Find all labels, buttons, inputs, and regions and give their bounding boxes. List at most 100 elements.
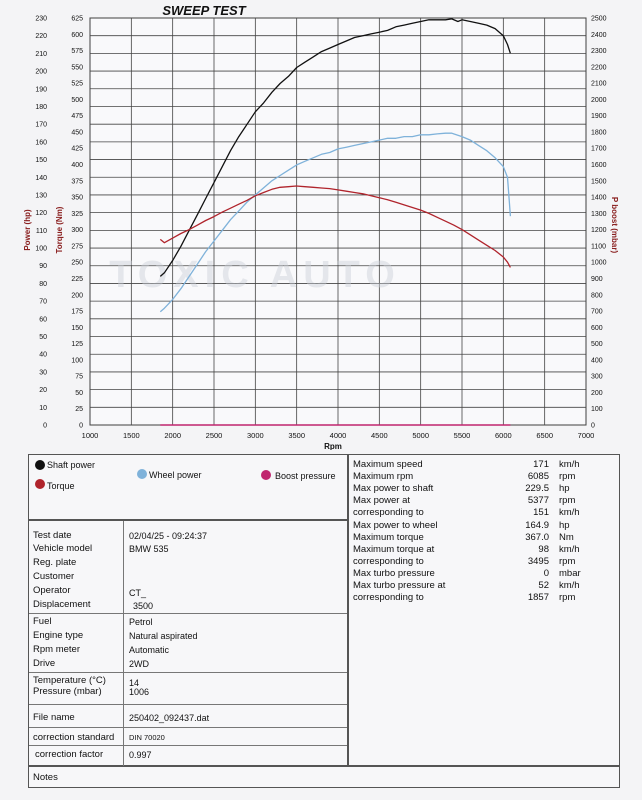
dyno-chart: 1000 1500 2000 2500 3000 3500 4000 4500 5000 5500… (23, 3, 619, 450)
summary-label: Maximum torque (353, 531, 424, 543)
correction-standard-value: DIN 70020 (129, 733, 165, 742)
vehicle-model-value: BMW 535 (129, 544, 169, 554)
shaft-power-legend-label: Shaft power (47, 460, 96, 470)
summary-label: Max turbo pressure at (353, 580, 446, 591)
summary-label: corresponding to (353, 507, 424, 519)
engine-type-label: Engine type (33, 630, 84, 641)
power-tick-label: 170 (35, 122, 47, 129)
summary-label: corresponding to (353, 592, 424, 604)
x-tick-label: 1500 (123, 431, 140, 440)
torque-tick-label: 375 (71, 178, 83, 185)
torque-tick-label: 150 (71, 325, 83, 332)
pressure-value: 1006 (129, 687, 150, 697)
boost-tick-label: 2100 (591, 81, 607, 88)
wheel-power-legend-dot (137, 469, 147, 479)
boost-tick-label: 1100 (591, 243, 606, 250)
torque-tick-label: 550 (71, 64, 83, 71)
notes-label: Notes (33, 772, 58, 783)
summary-label: corresponding to (353, 555, 424, 567)
torque-tick-label: 350 (71, 195, 83, 202)
vehicle-model-label: Vehicle model (33, 543, 93, 554)
summary-unit: Nm (559, 531, 574, 543)
boost-tick-label: 1700 (591, 146, 607, 153)
legend-panel: Shaft power Wheel power Boost pressure T… (28, 454, 348, 520)
summary-unit: km/h (559, 459, 580, 470)
file-name-value: 250402_092437.dat (129, 713, 210, 723)
summary-unit: rpm (559, 471, 576, 483)
summary-unit: rpm (559, 592, 576, 604)
boost-tick-label: 1800 (591, 129, 607, 136)
x-axis-label: Rpm (324, 442, 342, 450)
summary-label: Maximum rpm (353, 471, 414, 483)
summary-unit: hp (559, 483, 570, 495)
x-tick-label: 3000 (247, 431, 264, 440)
chart-grid (89, 17, 587, 426)
boost-tick-label: 1000 (591, 260, 607, 267)
test-date-value: 02/04/25 - 09:24:37 (129, 531, 208, 541)
watermark-text: TOXIC AUTO (109, 254, 401, 296)
boost-tick-label: 400 (591, 357, 603, 364)
x-tick-label: 4500 (371, 431, 388, 440)
power-tick-label: 80 (39, 281, 47, 288)
power-tick-label: 100 (35, 246, 47, 253)
power-tick-label: 130 (35, 192, 47, 199)
operator-value: CT_ (129, 588, 147, 598)
y-axis-label-torque: Torque (Nm) (55, 206, 64, 253)
summary-unit: rpm (559, 495, 576, 507)
displacement-label: Displacement (33, 599, 91, 610)
boost-tick-label: 600 (591, 325, 603, 332)
boost-tick-label: 800 (591, 292, 603, 299)
summary-value: 52 (538, 580, 549, 591)
pressure-label: Pressure (mbar) (33, 686, 102, 697)
notes-panel: Notes (28, 766, 620, 788)
boost-tick-label: 1600 (591, 162, 607, 169)
summary-value: 151 (533, 507, 549, 519)
boost-tick-label: 1300 (591, 211, 607, 218)
divider (29, 672, 347, 673)
torque-tick-label: 200 (71, 292, 83, 299)
drive-label: Drive (33, 658, 56, 669)
torque-tick-label: 575 (71, 48, 83, 55)
torque-tick-label: 50 (75, 390, 83, 397)
summary-unit: mbar (559, 567, 581, 579)
summary-value: 171 (533, 459, 549, 470)
boost-tick-label: 1400 (591, 195, 607, 202)
summary-label: Max power to wheel (353, 519, 438, 531)
power-tick-label: 20 (39, 387, 47, 394)
torque-tick-label: 525 (71, 81, 83, 88)
power-tick-label: 0 (43, 423, 47, 430)
boost-tick-label: 900 (591, 276, 603, 283)
chart-title: SWEEP TEST (162, 3, 246, 18)
power-tick-label: 120 (35, 210, 47, 217)
torque-tick-label: 325 (71, 211, 83, 218)
power-tick-label: 60 (39, 316, 47, 323)
summary-unit: rpm (559, 555, 576, 567)
summary-unit: km/h (559, 507, 580, 519)
correction-factor-label: correction factor (35, 749, 104, 760)
summary-value: 164.9 (525, 519, 549, 531)
boost-tick-label: 100 (591, 406, 603, 413)
boost-tick-label: 2200 (591, 64, 607, 71)
divider (29, 727, 347, 728)
torque-tick-label: 475 (71, 113, 83, 120)
boost-legend-dot (261, 470, 271, 480)
temperature-label: Temperature (°C) (33, 675, 106, 686)
boost-tick-label: 0 (591, 423, 595, 430)
x-tick-label: 1000 (82, 431, 99, 440)
summary-value: 5377 (527, 495, 549, 507)
power-tick-label: 190 (35, 86, 47, 93)
displacement-value: 3500 (133, 601, 154, 611)
fuel-value: Petrol (129, 617, 153, 627)
torque-tick-label: 100 (71, 357, 83, 364)
correction-factor-value: 0.997 (129, 750, 152, 760)
boost-tick-label: 2300 (591, 48, 607, 55)
torque-tick-label: 175 (71, 309, 83, 316)
divider (29, 613, 347, 614)
file-name-label: File name (33, 712, 75, 723)
summary-label: Max power at (353, 495, 411, 507)
torque-tick-label: 25 (75, 406, 83, 413)
temperature-value: 14 (129, 678, 140, 688)
boost-tick-label: 500 (591, 341, 603, 348)
torque-tick-label: 450 (71, 129, 83, 136)
divider (29, 704, 347, 705)
